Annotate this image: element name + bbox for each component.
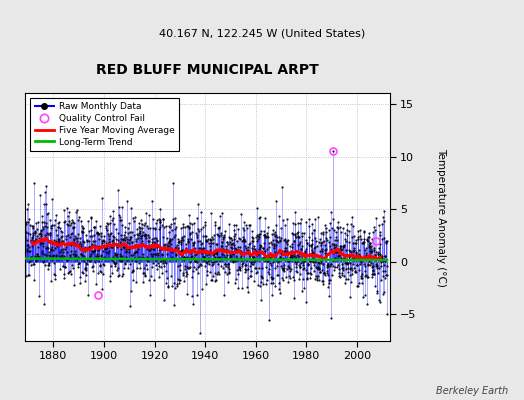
Legend: Raw Monthly Data, Quality Control Fail, Five Year Moving Average, Long-Term Tren: Raw Monthly Data, Quality Control Fail, … <box>30 98 179 151</box>
Y-axis label: Temperature Anomaly (°C): Temperature Anomaly (°C) <box>436 148 446 286</box>
Title: RED BLUFF MUNICIPAL ARPT: RED BLUFF MUNICIPAL ARPT <box>96 63 319 77</box>
Text: Berkeley Earth: Berkeley Earth <box>436 386 508 396</box>
Text: 40.167 N, 122.245 W (United States): 40.167 N, 122.245 W (United States) <box>159 28 365 38</box>
